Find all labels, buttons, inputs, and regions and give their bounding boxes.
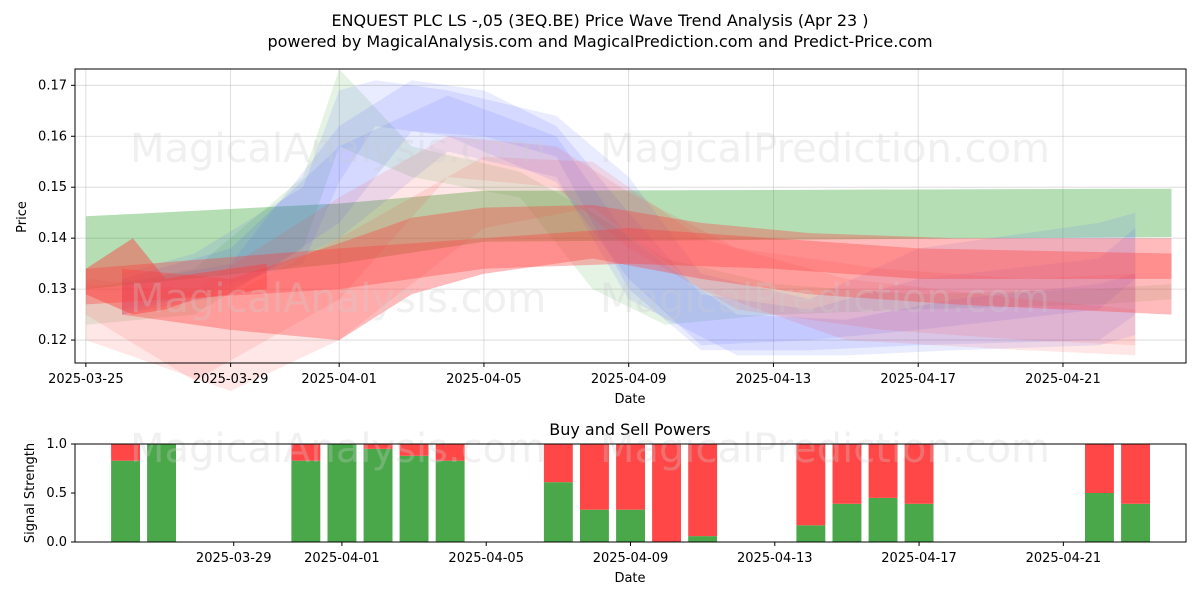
sell-bar — [111, 444, 140, 461]
price-x-tick-label: 2025-04-05 — [446, 372, 522, 387]
price-grid — [75, 69, 1186, 363]
price-x-tick-label: 2025-04-09 — [591, 372, 667, 387]
power-x-tick-label: 2025-03-29 — [196, 551, 272, 566]
buy-bar — [363, 448, 393, 542]
power-bars — [111, 444, 1150, 542]
sell-bar — [832, 444, 862, 504]
buy-bar — [796, 525, 826, 542]
sell-bar — [363, 444, 393, 449]
price-y-tick-label: 0.17 — [38, 78, 67, 93]
buy-bar — [616, 509, 645, 542]
sell-bar — [652, 444, 681, 542]
power-y-tick-label: 0.5 — [46, 486, 67, 501]
figure-title: ENQUEST PLC LS -,05 (3EQ.BE) Price Wave … — [331, 11, 868, 30]
price-y-tick-label: 0.16 — [38, 129, 67, 144]
sell-bar — [291, 444, 321, 461]
power-x-label: Date — [614, 571, 645, 586]
price-band-blue-2 — [122, 80, 1136, 346]
sell-bar — [435, 444, 465, 461]
power-x-tick-label: 2025-04-05 — [448, 551, 524, 566]
price-y-tick-label: 0.14 — [38, 231, 67, 246]
buy-bar — [580, 509, 609, 542]
price-axes-frame — [74, 68, 1187, 364]
buy-bar — [327, 444, 357, 542]
power-x-tick-label: 2025-04-21 — [1026, 551, 1102, 566]
sell-bar — [399, 444, 429, 456]
buy-bar — [832, 503, 862, 542]
price-band-green-1 — [85, 69, 1172, 325]
price-x-tick-label: 2025-04-13 — [736, 372, 812, 387]
price-y-tick-label: 0.15 — [38, 180, 67, 195]
power-x-tick-label: 2025-04-09 — [593, 551, 669, 566]
buy-bar — [399, 455, 429, 542]
power-y-label: Signal Strength — [23, 443, 38, 543]
power-x-tick-label: 2025-04-17 — [881, 551, 957, 566]
price-band-blue-4 — [122, 95, 1136, 356]
buy-bar — [543, 482, 573, 542]
price-x-tick-label: 2025-03-29 — [193, 372, 269, 387]
price-x-tick-label: 2025-03-25 — [48, 372, 124, 387]
price-band-blue-3 — [122, 80, 1136, 351]
price-band-red-9 — [85, 238, 267, 315]
price-band-red-5 — [85, 136, 1136, 381]
power-ticks: 2025-03-29 2025-04-01 2025-04-05 2025-04-09… — [46, 437, 1101, 566]
power-chart: Buy and Sell Powers MagicalAnalysis.com … — [23, 420, 1187, 586]
price-chart: MagicalAnalysis.com MagicalPrediction.co… — [15, 68, 1187, 407]
sell-bar — [796, 444, 826, 526]
price-x-label: Date — [614, 392, 645, 407]
price-y-tick-label: 0.13 — [38, 282, 67, 297]
price-band-red-7 — [122, 205, 1172, 341]
price-band-red-6 — [85, 156, 1136, 391]
sell-bar — [616, 444, 645, 510]
watermark-analysis-top: MagicalAnalysis.com — [130, 126, 546, 172]
power-x-tick-label: 2025-04-01 — [304, 551, 380, 566]
power-x-tick-label: 2025-04-13 — [737, 551, 813, 566]
buy-bar — [147, 444, 176, 542]
watermark-analysis-bottom: MagicalAnalysis.com — [130, 426, 546, 472]
watermark-prediction-bottom: MagicalPrediction.com — [600, 426, 1050, 472]
price-y-tick-label: 0.12 — [38, 333, 67, 348]
price-x-tick-label: 2025-04-21 — [1025, 372, 1101, 387]
sell-bar — [1085, 444, 1114, 493]
buy-bar — [435, 460, 465, 542]
watermark-prediction-top: MagicalPrediction.com — [600, 126, 1050, 172]
price-x-tick-label: 2025-04-17 — [880, 372, 956, 387]
power-y-tick-label: 1.0 — [46, 437, 67, 452]
figure-subtitle: powered by MagicalAnalysis.com and Magic… — [267, 32, 932, 51]
price-band-red-8 — [85, 228, 1172, 305]
price-bands — [85, 69, 1172, 391]
sell-bar — [904, 444, 934, 504]
price-y-label: Price — [15, 201, 30, 233]
sell-bar — [688, 444, 718, 537]
buy-bar — [1085, 493, 1114, 542]
buy-bar — [904, 503, 934, 542]
buy-bar — [688, 536, 718, 542]
watermark-prediction-mid: MagicalPrediction.com — [600, 276, 1050, 322]
watermark-analysis-mid: MagicalAnalysis.com — [130, 276, 546, 322]
sell-bar — [868, 444, 898, 498]
price-x-tick-label: 2025-04-01 — [301, 372, 377, 387]
sell-bar — [1121, 444, 1150, 504]
buy-bar — [1121, 503, 1150, 542]
buy-bar — [111, 460, 140, 542]
price-band-green-0 — [85, 188, 1172, 290]
buy-bar — [291, 460, 321, 542]
sell-bar — [580, 444, 609, 510]
price-ticks: 2025-03-25 2025-03-29 2025-04-01 2025-04-05… — [38, 78, 1101, 387]
power-y-tick-label: 0.0 — [46, 535, 67, 550]
sell-bar — [543, 444, 573, 483]
power-title: Buy and Sell Powers — [549, 420, 711, 439]
buy-bar — [868, 497, 898, 542]
